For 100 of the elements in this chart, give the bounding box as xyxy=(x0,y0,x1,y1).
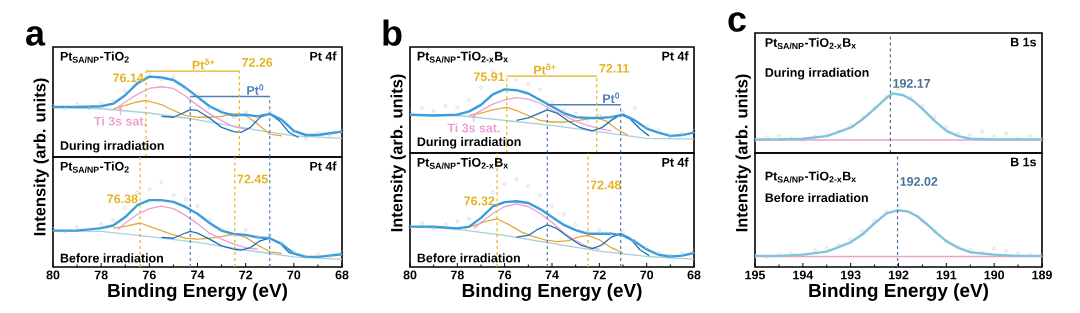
point xyxy=(656,128,661,132)
point xyxy=(633,238,637,243)
x-tick-label: 72 xyxy=(592,270,606,280)
point xyxy=(195,92,200,97)
point xyxy=(609,231,613,236)
point xyxy=(753,254,757,258)
ref-line-label: 192.02 xyxy=(900,177,938,186)
point xyxy=(207,106,212,110)
point xyxy=(884,95,889,99)
point xyxy=(99,222,103,227)
ref-line-label: 72.26 xyxy=(242,58,273,67)
point xyxy=(884,209,889,214)
text: Before irradiation xyxy=(765,192,868,203)
point xyxy=(467,98,471,102)
point xyxy=(243,228,248,232)
point xyxy=(63,107,67,111)
point xyxy=(813,248,817,253)
point xyxy=(159,180,164,185)
ref-line-label: 192.17 xyxy=(893,79,931,88)
x-tick-label: 190 xyxy=(984,270,1005,280)
point xyxy=(255,234,260,239)
text: B 1s xyxy=(1011,37,1036,47)
annotation: Ti 3s sat. xyxy=(94,116,147,126)
chart-subtitle: Pt$_{SA/NP}$-TiO$_{2-x}$B$_{x}$ xyxy=(765,171,856,183)
point xyxy=(765,255,769,259)
point xyxy=(526,81,531,86)
point xyxy=(123,89,127,93)
point xyxy=(836,129,841,134)
point xyxy=(562,108,566,113)
x-tick-label: 80 xyxy=(403,270,417,280)
point xyxy=(111,99,115,103)
point xyxy=(896,203,901,208)
point xyxy=(860,115,865,120)
annotation: Pt$^{0}$ xyxy=(247,84,264,95)
point xyxy=(550,100,554,105)
point xyxy=(455,219,460,224)
point xyxy=(328,133,332,137)
point xyxy=(872,105,877,110)
x-tick-label: 80 xyxy=(46,270,60,280)
point xyxy=(328,254,332,258)
point xyxy=(51,104,55,108)
point xyxy=(932,115,937,120)
x-tick-label: 68 xyxy=(687,270,701,280)
point xyxy=(597,228,602,232)
point xyxy=(680,131,684,136)
annotation: Ti 3s sat. xyxy=(447,123,500,133)
x-tick-label: 72 xyxy=(239,270,253,280)
point xyxy=(644,125,649,129)
point xyxy=(111,218,115,223)
x-tick-label: 194 xyxy=(793,270,814,280)
point xyxy=(526,184,531,189)
point xyxy=(268,233,272,237)
annotation: During irradiation xyxy=(60,140,164,153)
point xyxy=(1004,249,1008,253)
y-axis-title: Intensity (arb. units) xyxy=(33,78,49,236)
point xyxy=(280,241,284,246)
point xyxy=(183,87,188,92)
point xyxy=(825,133,829,138)
x-tick-label: 74 xyxy=(545,270,559,280)
point xyxy=(777,134,781,138)
point xyxy=(75,225,79,229)
point xyxy=(597,113,602,118)
point xyxy=(644,245,649,250)
point xyxy=(147,70,152,75)
point xyxy=(944,125,949,129)
point xyxy=(340,129,344,133)
annotation: Pt$^{δ+}$ xyxy=(534,63,556,75)
point xyxy=(514,77,519,82)
point xyxy=(573,112,578,116)
x-axis-title: Binding Energy (eV) xyxy=(809,283,988,301)
point xyxy=(268,110,272,114)
point xyxy=(585,118,590,123)
point xyxy=(408,110,412,114)
point xyxy=(1028,134,1032,138)
point xyxy=(51,227,55,231)
point xyxy=(207,218,212,223)
point xyxy=(171,74,176,79)
text: Pt 4f xyxy=(662,157,689,167)
point xyxy=(621,110,625,114)
x-axis-title: Binding Energy (eV) xyxy=(108,283,287,301)
chart-subtitle: Pt$_{SA/NP}$-TiO$_{2-x}$B$_{x}$ xyxy=(417,51,509,63)
point xyxy=(825,246,829,251)
point xyxy=(304,255,308,259)
x-tick-label: 76 xyxy=(142,270,156,280)
point xyxy=(1040,253,1044,258)
annotation: Before irradiation xyxy=(60,253,163,263)
ref-line-label: 76.32 xyxy=(464,196,495,206)
point xyxy=(431,226,436,231)
point xyxy=(908,211,913,215)
point xyxy=(292,129,296,134)
point xyxy=(316,252,320,257)
chart-subtitle: Pt$_{SA/NP}$-TiO$_{2-x}$B$_{x}$ xyxy=(417,157,509,170)
point xyxy=(502,181,507,186)
ref-line-label: 72.48 xyxy=(590,180,621,190)
point xyxy=(944,239,949,243)
point xyxy=(123,206,127,210)
point xyxy=(680,252,684,256)
point xyxy=(243,110,248,114)
point xyxy=(292,250,296,254)
point xyxy=(621,230,625,234)
